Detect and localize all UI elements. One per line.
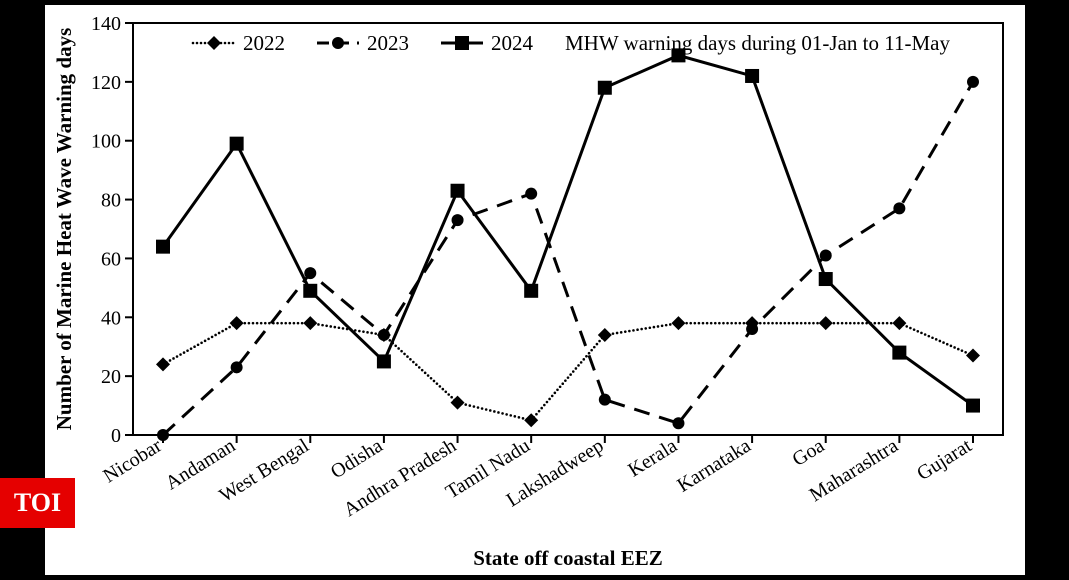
svg-text:120: 120 [91,72,121,94]
svg-text:20: 20 [101,366,121,388]
svg-text:State off coastal EEZ: State off coastal EEZ [473,546,663,570]
svg-text:100: 100 [91,131,121,153]
svg-text:Odisha: Odisha [327,435,387,484]
svg-text:2022: 2022 [243,31,285,55]
svg-text:0: 0 [111,425,121,447]
chart-frame: 020406080100120140NicobarAndamanWest Ben… [45,5,1025,575]
svg-text:Gujarat: Gujarat [913,434,976,485]
svg-text:2023: 2023 [367,31,409,55]
toi-logo-text: TOI [14,488,61,518]
svg-text:Kerala: Kerala [624,435,681,482]
svg-text:Nicobar: Nicobar [99,434,166,487]
svg-text:2024: 2024 [491,31,534,55]
svg-text:140: 140 [91,13,121,35]
svg-text:Karnataka: Karnataka [673,435,754,497]
mhw-line-chart: 020406080100120140NicobarAndamanWest Ben… [45,5,1025,575]
svg-text:40: 40 [101,307,121,329]
svg-text:Number of Marine Heat Wave War: Number of Marine Heat Wave Warning days [52,28,76,431]
svg-text:60: 60 [101,248,121,270]
svg-text:MHW warning days during 01-Jan: MHW warning days during 01-Jan to 11-May [565,31,950,55]
toi-logo-badge: TOI [0,478,75,528]
svg-text:Goa: Goa [788,435,828,471]
svg-text:80: 80 [101,190,121,212]
